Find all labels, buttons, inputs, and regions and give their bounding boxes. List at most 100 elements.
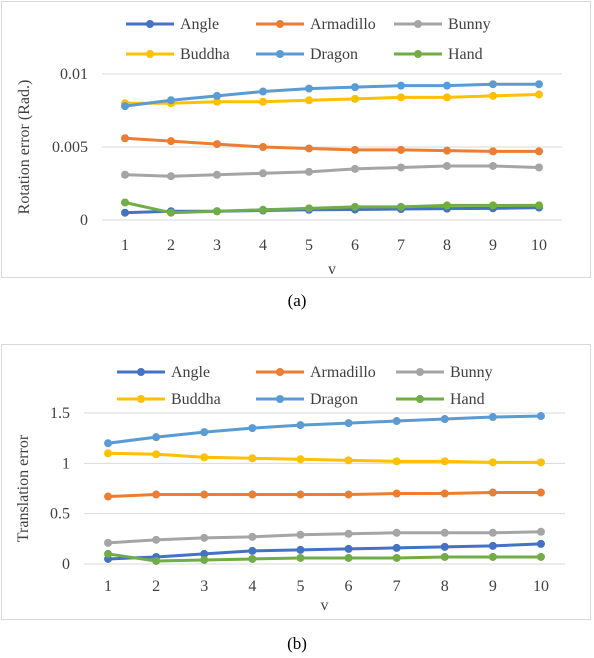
data-point-hand [489, 201, 497, 210]
y-tick-label: 1 [62, 455, 70, 472]
series-line-hand [106, 552, 543, 563]
legend-marker [137, 368, 145, 376]
data-point-dragon [443, 81, 451, 90]
data-point-dragon [440, 415, 449, 424]
series-line-buddha [123, 92, 541, 105]
legend-marker [146, 50, 154, 58]
x-tick-label: 5 [296, 578, 304, 595]
series-line-armadillo [106, 491, 543, 499]
x-tick-label: 7 [393, 578, 401, 595]
legend-label: Dragon [310, 391, 358, 408]
data-point-armadillo [392, 489, 401, 498]
data-point-armadillo [213, 140, 221, 149]
data-point-hand [392, 553, 401, 562]
data-point-dragon [200, 428, 209, 437]
data-point-hand [351, 202, 359, 211]
translation-error-chart: 0 0.5 1 1.5 1 2 3 4 5 6 7 8 9 10 v Translation error Ang… [15, 364, 565, 614]
data-point-hand [104, 549, 113, 558]
data-point-bunny [152, 535, 161, 544]
data-point-hand [344, 553, 353, 562]
x-tick-label: 6 [345, 578, 353, 595]
data-point-dragon [305, 84, 313, 93]
x-axis-label: v [321, 597, 329, 614]
data-point-dragon [536, 412, 545, 421]
x-tick-label: 4 [248, 578, 256, 595]
data-point-buddha [200, 453, 209, 462]
x-tick-label: 10 [531, 237, 547, 254]
data-point-hand [200, 555, 209, 564]
data-point-dragon [344, 419, 353, 428]
x-tick-label: 4 [259, 237, 267, 254]
data-point-hand [488, 552, 497, 561]
data-point-dragon [248, 424, 257, 433]
data-point-bunny [200, 533, 209, 542]
legend-marker [276, 50, 284, 58]
data-point-buddha [397, 93, 405, 102]
legend-label: Hand [448, 46, 483, 63]
legend-marker [414, 50, 422, 58]
data-point-hand [121, 198, 129, 207]
data-point-hand [167, 208, 175, 217]
series-line-bunny [106, 530, 543, 545]
data-point-armadillo [344, 490, 353, 499]
data-point-dragon [213, 91, 221, 100]
data-point-armadillo [536, 488, 545, 497]
data-point-bunny [392, 528, 401, 537]
x-tick-label: 10 [533, 578, 549, 595]
legend-label: Armadillo [310, 364, 376, 381]
data-point-armadillo [488, 488, 497, 497]
data-point-angle [121, 208, 129, 217]
chart-panel-translation: 0 0.5 1 1.5 1 2 3 4 5 6 7 8 9 10 v Translation error Ang… [1, 344, 591, 620]
x-tick-label: 9 [489, 237, 497, 254]
data-point-bunny [121, 170, 129, 179]
data-point-hand [397, 202, 405, 211]
x-tick-label: 1 [121, 237, 129, 254]
y-tick-label: 0.5 [50, 506, 70, 523]
legend-marker [276, 395, 284, 403]
data-point-hand [296, 553, 305, 562]
data-point-hand [248, 554, 257, 563]
data-point-armadillo [248, 490, 257, 499]
data-point-buddha [351, 94, 359, 103]
data-point-buddha [259, 97, 267, 106]
data-point-dragon [392, 417, 401, 426]
data-point-dragon [535, 80, 543, 89]
data-point-dragon [489, 80, 497, 89]
data-point-armadillo [440, 489, 449, 498]
legend-marker [414, 20, 422, 28]
data-point-bunny [167, 172, 175, 181]
data-point-buddha [488, 458, 497, 467]
data-point-bunny [305, 167, 313, 176]
x-tick-label: 1 [104, 578, 112, 595]
data-point-bunny [443, 161, 451, 170]
legend-marker [416, 368, 424, 376]
x-tick-label: 3 [200, 578, 208, 595]
data-point-bunny [259, 169, 267, 178]
data-point-buddha [440, 457, 449, 466]
x-tick-label: 7 [397, 237, 405, 254]
legend-label: Buddha [171, 391, 221, 408]
legend-label: Armadillo [310, 16, 376, 33]
data-point-buddha [152, 450, 161, 459]
data-point-buddha [535, 90, 543, 99]
data-point-hand [535, 201, 543, 210]
legend-marker [146, 20, 154, 28]
data-point-buddha [104, 449, 113, 458]
chart-panel-rotation: 0 0.005 0.01 1 2 3 4 5 6 7 8 9 10 v Rotation error (Ra… [1, 1, 591, 278]
data-point-bunny [296, 530, 305, 539]
x-tick-label: 8 [443, 237, 451, 254]
data-point-bunny [213, 170, 221, 179]
data-point-bunny [488, 528, 497, 537]
series-line-bunny [123, 164, 541, 178]
data-point-angle [440, 542, 449, 551]
legend-label: Angle [171, 364, 210, 381]
data-point-angle [200, 549, 209, 558]
data-point-dragon [167, 96, 175, 105]
x-tick-label: 5 [305, 237, 313, 254]
data-point-angle [344, 544, 353, 553]
data-point-hand [443, 201, 451, 210]
data-point-bunny [397, 163, 405, 172]
data-point-armadillo [296, 490, 305, 499]
x-tick-label: 9 [489, 578, 497, 595]
series-line-dragon [123, 82, 541, 108]
